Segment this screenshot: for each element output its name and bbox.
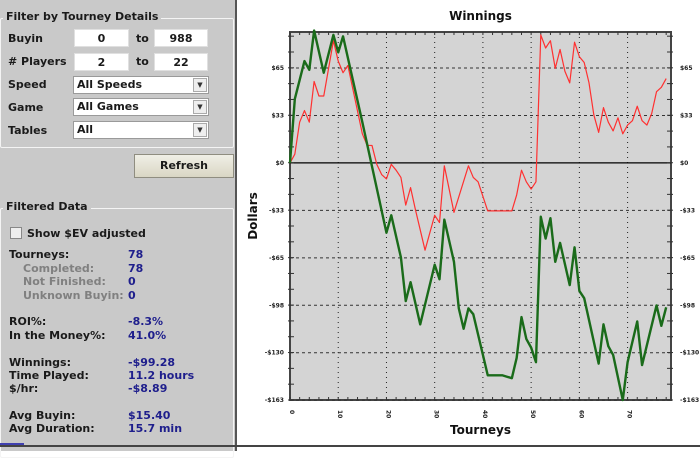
chevron-down-icon[interactable]: ▼ — [193, 100, 207, 114]
speed-label: Speed — [8, 78, 47, 91]
x-axis-label: Tourneys — [450, 423, 511, 437]
stat-label: Winnings: — [9, 356, 71, 369]
tables-select[interactable]: All ▼ — [73, 121, 209, 139]
stat-value: 0 — [128, 289, 136, 302]
filtered-data-title: Filtered Data — [3, 200, 91, 213]
x-tick-label: 60 — [577, 410, 584, 418]
x-tick-label: 0 — [288, 410, 295, 414]
stat-value: -$99.28 — [128, 356, 176, 369]
series-line-ev-winnings — [289, 34, 667, 251]
y-tick-label-right: -$163 — [680, 397, 699, 404]
stat-value: -8.3% — [128, 315, 164, 328]
stat-label: Avg Duration: — [9, 422, 95, 435]
x-tick-label: 40 — [481, 410, 488, 418]
speed-value: All Speeds — [77, 78, 143, 91]
x-tick-label: 50 — [529, 410, 536, 418]
stat-value: 78 — [128, 248, 144, 261]
y-tick-label-right: -$130 — [680, 350, 699, 357]
x-tick-label: 30 — [433, 410, 440, 418]
y-tick-label-left: -$163 — [265, 397, 284, 404]
scroll-indicator — [0, 443, 24, 445]
bottom-divider — [0, 445, 700, 447]
players-min-input[interactable]: 2 — [74, 53, 129, 71]
stat-value: $15.40 — [128, 409, 171, 422]
stat-label: Not Finished: — [23, 275, 106, 288]
game-value: All Games — [77, 100, 139, 113]
x-tick-label: 70 — [626, 410, 633, 418]
chevron-down-icon[interactable]: ▼ — [193, 78, 207, 92]
x-tick-label: 10 — [336, 410, 343, 418]
series-line-winnings — [288, 29, 668, 402]
chevron-down-icon[interactable]: ▼ — [193, 123, 207, 137]
stat-label: Unknown Buyin: — [23, 289, 124, 302]
tables-value: All — [77, 123, 94, 136]
buyin-max-input[interactable]: 988 — [154, 29, 208, 47]
players-to-label: to — [136, 55, 149, 68]
stat-label: $/hr: — [9, 382, 39, 395]
buyin-to-label: to — [136, 32, 149, 45]
y-tick-label-right: $65 — [680, 65, 693, 72]
game-select[interactable]: All Games ▼ — [73, 98, 209, 116]
winnings-chart: Winnings Tourneys Dollars 0 10 20 30 40 50 60 70 $6… — [246, 9, 699, 437]
y-tick-label-left: $65 — [271, 65, 284, 72]
ev-checkbox[interactable] — [10, 227, 22, 239]
x-tick-label: 20 — [384, 410, 391, 418]
y-tick-label-right: -$65 — [680, 255, 695, 262]
buyin-min-input[interactable]: 0 — [74, 29, 129, 47]
y-tick-label-left: -$65 — [269, 255, 284, 262]
game-label: Game — [8, 101, 44, 114]
stat-value: 15.7 min — [128, 422, 183, 435]
players-max-input[interactable]: 22 — [154, 53, 208, 71]
stat-value: 41.0% — [128, 329, 167, 342]
y-tick-label-left: -$130 — [265, 350, 284, 357]
y-tick-label-left: -$98 — [269, 302, 284, 309]
stat-value: 0 — [128, 275, 136, 288]
stat-value: 11.2 hours — [128, 369, 195, 382]
tables-label: Tables — [8, 124, 48, 137]
stat-label: Tourneys: — [9, 248, 70, 261]
stat-label: In the Money%: — [9, 329, 106, 342]
y-tick-label-right: -$98 — [680, 302, 695, 309]
y-tick-label-left: $0 — [276, 160, 284, 167]
speed-select[interactable]: All Speeds ▼ — [73, 76, 209, 94]
y-tick-label-left: -$33 — [269, 207, 284, 214]
buyin-label: Buyin — [8, 32, 43, 45]
filter-group-title: Filter by Tourney Details — [3, 10, 162, 23]
stat-label: ROI%: — [9, 315, 47, 328]
ev-checkbox-label[interactable]: Show $EV adjusted — [27, 227, 146, 240]
stat-value: 78 — [128, 262, 144, 275]
y-axis-label: Dollars — [246, 192, 260, 240]
stat-label: Avg Buyin: — [9, 409, 76, 422]
stat-label: Completed: — [23, 262, 95, 275]
refresh-button[interactable]: Refresh — [134, 154, 234, 178]
stat-label: Time Played: — [9, 369, 89, 382]
players-label: # Players — [8, 55, 67, 68]
y-tick-label-right: $33 — [680, 112, 693, 119]
y-tick-label-left: $33 — [271, 112, 284, 119]
stat-value: -$8.89 — [128, 382, 168, 395]
y-tick-label-right: -$33 — [680, 207, 695, 214]
filter-panel: Filter by Tourney Details Buyin 0 to 988… — [0, 0, 237, 458]
chart-title: Winnings — [449, 9, 512, 23]
y-tick-label-right: $0 — [680, 160, 688, 167]
